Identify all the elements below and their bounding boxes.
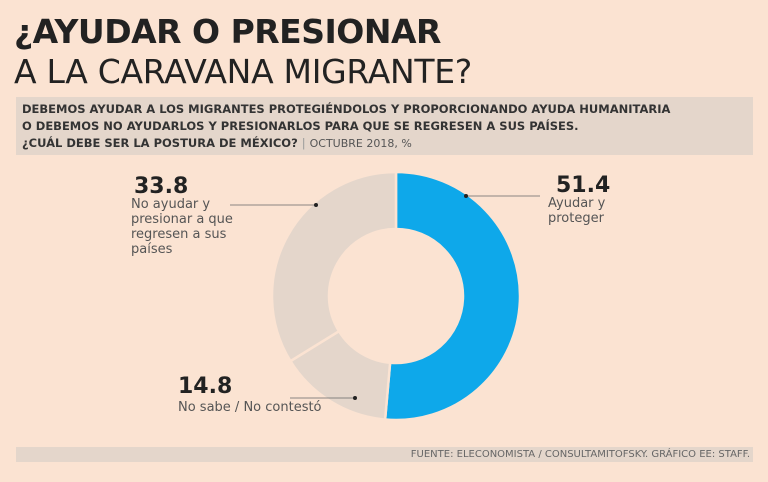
question-line-2: O DEBEMOS NO AYUDARLOS Y PRESIONARLOS PA… bbox=[22, 119, 579, 133]
leader-dot-3 bbox=[314, 203, 318, 207]
leader-dot-1 bbox=[464, 194, 468, 198]
chart-title: ¿AYUDAR O PRESIONAR bbox=[14, 12, 441, 51]
donut-slice-1 bbox=[383, 170, 522, 422]
slice-category-label-3: No ayudar y bbox=[131, 197, 210, 212]
slice-value-label-2: 14.8 bbox=[178, 374, 232, 399]
slice-category-label-3: países bbox=[131, 242, 173, 257]
slice-category-label-3: regresen a sus bbox=[131, 227, 227, 242]
slice-category-label-2: No sabe / No contestó bbox=[178, 400, 322, 415]
leader-dot-2 bbox=[353, 396, 357, 400]
question-line-1: DEBEMOS AYUDAR A LOS MIGRANTES PROTEGIÉN… bbox=[22, 102, 671, 116]
question-date: OCTUBRE 2018, % bbox=[309, 137, 412, 150]
footer-bar bbox=[16, 447, 753, 462]
slice-category-label-3: presionar a que bbox=[131, 212, 233, 227]
donut-slice-3 bbox=[270, 170, 398, 363]
question-text: ¿CUÁL DEBE SER LA POSTURA DE MÉXICO? bbox=[22, 136, 298, 150]
question-separator: | bbox=[301, 136, 306, 150]
question-box: DEBEMOS AYUDAR A LOS MIGRANTES PROTEGIÉN… bbox=[16, 97, 753, 155]
slice-value-label-1: 51.4 bbox=[556, 173, 610, 198]
slice-category-label-1: Ayudar y bbox=[548, 196, 606, 211]
slice-category-label-1: proteger bbox=[548, 211, 605, 226]
slice-value-label-3: 33.8 bbox=[134, 174, 188, 199]
source-note: FUENTE: ELECONOMISTA / CONSULTAMITOFSKY.… bbox=[410, 449, 750, 460]
chart-subtitle: A LA CARAVANA MIGRANTE? bbox=[14, 52, 472, 91]
question-line-3: ¿CUÁL DEBE SER LA POSTURA DE MÉXICO? | OCT… bbox=[22, 135, 747, 152]
